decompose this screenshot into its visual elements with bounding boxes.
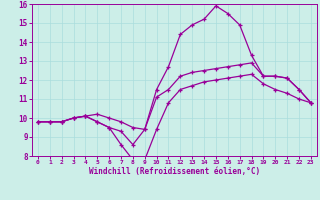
X-axis label: Windchill (Refroidissement éolien,°C): Windchill (Refroidissement éolien,°C) bbox=[89, 167, 260, 176]
